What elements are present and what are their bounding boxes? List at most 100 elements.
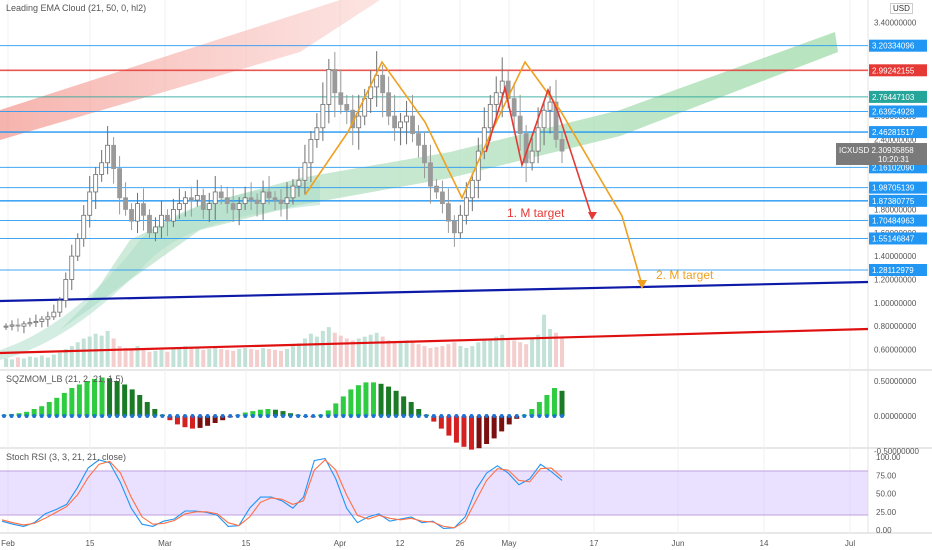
- squeeze-bar: [484, 416, 490, 444]
- volume-bar: [81, 338, 86, 367]
- time-tick-label: 26: [456, 539, 465, 548]
- sqzmom-tick-label: -0.50000000: [874, 447, 919, 456]
- volume-bar: [69, 346, 74, 367]
- candle-body: [559, 139, 565, 152]
- volume-bar: [350, 340, 355, 367]
- squeeze-dot: [220, 414, 225, 418]
- candle-body: [451, 220, 457, 234]
- candle-body: [535, 127, 541, 152]
- price-tick-label: 1.00000000: [874, 299, 917, 308]
- candle-body: [75, 238, 81, 257]
- squeeze-dot: [235, 414, 240, 418]
- volume-bar: [326, 327, 331, 367]
- candle-body: [356, 115, 362, 129]
- candle-body: [422, 144, 427, 164]
- support-trendline-red[interactable]: [0, 327, 869, 355]
- squeeze-bar: [107, 378, 113, 416]
- currency-label[interactable]: USD: [890, 3, 913, 14]
- volume-bar: [476, 342, 481, 367]
- volume-bar: [446, 344, 451, 367]
- volume-bar: [356, 338, 361, 367]
- m-pattern-large[interactable]: [304, 60, 643, 286]
- candle-body: [541, 109, 547, 129]
- volume-bar: [404, 340, 409, 367]
- squeeze-dot: [77, 414, 82, 418]
- time-tick-label: 12: [396, 539, 405, 548]
- level-tag: [869, 64, 927, 77]
- volume-bar: [237, 348, 242, 367]
- squeeze-bar: [431, 416, 437, 422]
- m-pattern-small[interactable]: [485, 84, 593, 218]
- volume-bar: [135, 346, 140, 367]
- candle-body: [428, 162, 433, 187]
- volume-bar: [39, 355, 44, 367]
- candle-body: [182, 197, 188, 205]
- level-tag-label: 3.20334096: [872, 42, 915, 51]
- volume-bar: [386, 340, 391, 367]
- squeeze-bar: [24, 411, 30, 416]
- stoch-rsi-panel[interactable]: 100.00 75.00 50.00 25.00 0.00: [0, 453, 901, 535]
- volume-bar: [159, 349, 164, 367]
- time-tick-label: 15: [242, 539, 251, 548]
- squeeze-dot: [552, 414, 557, 418]
- volume-bar: [195, 348, 200, 367]
- squeeze-dot: [341, 414, 346, 418]
- candle-body: [493, 92, 499, 105]
- squeeze-bar: [137, 395, 143, 416]
- squeeze-bar: [114, 381, 120, 416]
- squeeze-momentum-panel[interactable]: 0.50000000 0.00000000 -0.50000000: [1, 377, 920, 456]
- volume-bar: [165, 351, 170, 367]
- main-indicator-title: Leading EMA Cloud (21, 50, 0, hl2): [6, 3, 147, 13]
- candle-body: [147, 214, 152, 234]
- squeeze-dot: [47, 414, 52, 418]
- candle-body: [87, 191, 93, 216]
- squeeze-dot: [190, 414, 195, 418]
- candle-body: [27, 322, 33, 325]
- squeeze-bar: [363, 382, 369, 416]
- squeeze-bar: [461, 416, 467, 447]
- volume-bars: [4, 314, 564, 367]
- volume-bar: [45, 357, 50, 367]
- squeeze-bar: [99, 377, 105, 416]
- volume-bar: [470, 346, 475, 367]
- candle-body: [3, 325, 9, 328]
- current-price-countdown: 10:20:31: [878, 155, 910, 164]
- volume-bar: [279, 350, 284, 367]
- squeeze-bar: [31, 409, 37, 416]
- m-target-arrowhead-2: [637, 280, 647, 289]
- candle-body: [218, 191, 224, 199]
- volume-bar: [314, 336, 319, 367]
- volume-bar: [57, 352, 62, 367]
- level-tag: [869, 39, 927, 52]
- squeeze-bar: [265, 409, 271, 416]
- sqzmom-tick-label: 0.50000000: [874, 377, 917, 386]
- volume-bar: [111, 338, 116, 367]
- squeeze-dot: [130, 414, 135, 418]
- squeeze-momentum-bars: [1, 377, 565, 450]
- price-tick-label: 3.40000000: [874, 19, 917, 28]
- time-tick-label: May: [501, 539, 516, 548]
- time-axis[interactable]: Feb 15 Mar 15 Apr 12 26 May 17 Jun 14 Jul: [1, 539, 855, 548]
- squeeze-bar: [122, 384, 128, 416]
- volume-bar: [524, 344, 529, 367]
- squeeze-bar: [220, 416, 226, 421]
- price-panel[interactable]: 1. M target 2. M target 3.400000003.0000…: [0, 0, 927, 533]
- squeeze-dot: [250, 414, 255, 418]
- candle-body: [21, 323, 27, 327]
- candle-body: [93, 174, 99, 193]
- volume-bar: [518, 342, 523, 367]
- support-trendline-blue[interactable]: [0, 280, 869, 303]
- time-tick-label: Mar: [158, 539, 172, 548]
- volume-bar: [171, 348, 176, 367]
- candle-body: [296, 179, 302, 187]
- candle-body: [81, 214, 87, 240]
- level-tag: [869, 232, 927, 245]
- squeeze-bar: [378, 383, 384, 416]
- squeeze-bar: [370, 382, 376, 416]
- volume-bar: [464, 348, 469, 367]
- volume-bar: [273, 349, 278, 367]
- time-tick-label: Feb: [1, 539, 15, 548]
- candle-body: [272, 197, 278, 201]
- candle-body: [308, 139, 314, 164]
